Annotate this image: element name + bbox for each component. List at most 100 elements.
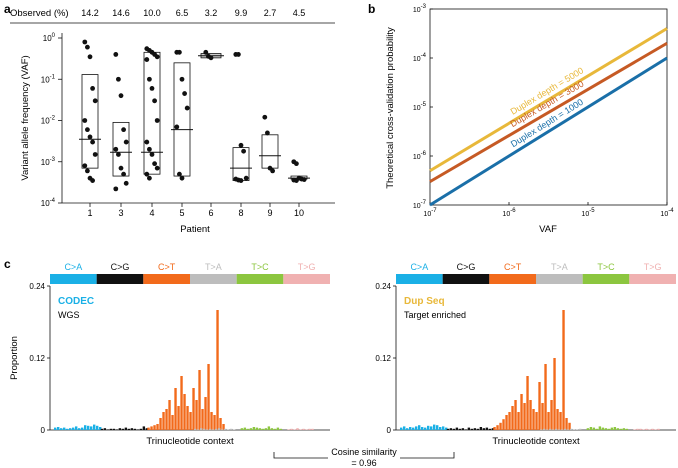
bar [485, 427, 489, 430]
bar [648, 429, 651, 430]
mutation-class-label: C>A [64, 262, 82, 272]
bar [204, 397, 207, 430]
bar [568, 422, 571, 430]
bar [216, 310, 219, 430]
bar [562, 310, 565, 430]
bar [246, 428, 250, 430]
mutation-class-label: C>G [111, 262, 130, 272]
bar [240, 428, 244, 430]
cosine-value: = 0.96 [351, 458, 376, 468]
panel-c-ylabel: Proportion [9, 336, 20, 380]
bar [514, 400, 517, 430]
bar [142, 426, 146, 430]
bar [139, 428, 143, 430]
bar [222, 424, 225, 430]
box [232, 147, 250, 181]
bar [308, 428, 311, 430]
signature-title: CODEC [58, 296, 94, 307]
bar [433, 424, 436, 430]
y-tick-label: 0 [387, 426, 392, 435]
box [261, 134, 279, 169]
data-point [147, 76, 152, 82]
data-point [82, 39, 88, 45]
bar [57, 427, 60, 430]
data-point [152, 161, 158, 167]
bar [565, 418, 568, 430]
y-tick-label: 10-4 [413, 53, 427, 63]
data-point [90, 139, 95, 145]
signature-subtitle: Target enriched [404, 310, 466, 320]
data-point [144, 171, 150, 177]
y-tick-label: 10-4 [41, 198, 56, 208]
observed-value: 2.7 [264, 8, 277, 18]
bar [197, 429, 200, 430]
mutation-class-band [96, 274, 144, 284]
bar [233, 429, 236, 430]
bar [84, 425, 87, 430]
bar [69, 428, 72, 430]
bar [567, 429, 570, 430]
bar [258, 428, 262, 430]
bar [90, 426, 93, 430]
data-point [116, 76, 121, 82]
bar [311, 428, 314, 430]
data-point [294, 161, 299, 167]
bar [165, 409, 168, 430]
bar [406, 428, 409, 430]
bar [535, 412, 538, 430]
data-point [265, 130, 270, 136]
data-point [144, 139, 150, 145]
y-tick-label: 10-3 [41, 157, 56, 167]
bar [203, 428, 206, 430]
bar [461, 428, 465, 430]
data-point [179, 175, 185, 181]
panel-b-ylabel: Theoretical cross-validation probability [385, 27, 396, 189]
bar [517, 412, 520, 430]
bar [505, 415, 508, 430]
bar [100, 428, 104, 430]
bar [645, 428, 648, 430]
data-point [174, 124, 180, 130]
y-tick-label: 0.24 [375, 282, 391, 291]
bar [430, 426, 433, 430]
bar [526, 376, 529, 430]
mutation-class-band [396, 274, 443, 284]
data-point [154, 165, 160, 171]
data-point [87, 54, 93, 60]
x-tick-label: 10-6 [502, 208, 516, 218]
bar [267, 426, 271, 430]
bar [124, 427, 128, 430]
data-point [238, 142, 244, 148]
bar [544, 364, 547, 430]
y-tick-label: 10-3 [413, 4, 427, 14]
panel-label-c: c [4, 257, 11, 271]
bar [654, 429, 657, 430]
bar [200, 428, 203, 430]
bar [409, 427, 412, 430]
bar [552, 429, 555, 430]
data-point [121, 171, 126, 177]
bar [112, 428, 116, 430]
bar [479, 427, 483, 430]
bar [130, 428, 134, 430]
data-point [177, 171, 182, 177]
data-point [92, 152, 98, 157]
data-point [90, 86, 95, 91]
bar [201, 409, 204, 430]
data-point [177, 49, 182, 55]
bar [156, 424, 159, 430]
bar [455, 427, 459, 430]
data-point [154, 54, 160, 60]
bar [103, 428, 107, 430]
bar [243, 427, 247, 430]
bar [446, 428, 450, 430]
bar [633, 429, 636, 430]
bar [87, 425, 90, 430]
mutation-class-band [442, 274, 490, 284]
bar [493, 427, 496, 430]
observed-value: 3.2 [205, 8, 218, 18]
bar [252, 427, 256, 430]
y-tick-label: 0.24 [29, 282, 45, 291]
bar [290, 428, 293, 430]
bar [159, 418, 162, 430]
